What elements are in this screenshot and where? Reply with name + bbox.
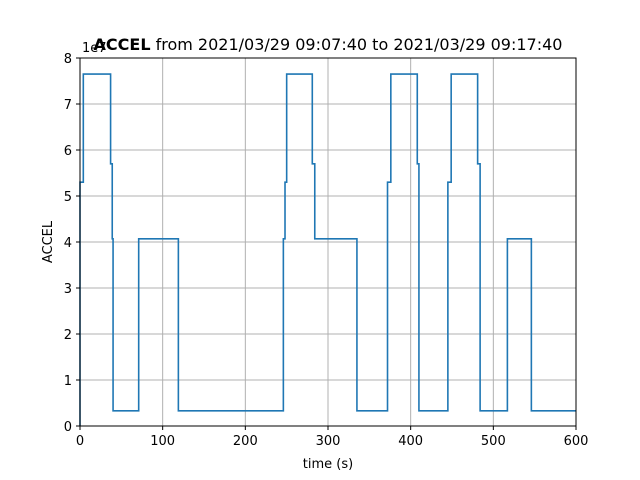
chart-title-bold: ACCEL [94, 35, 151, 54]
x-tick-label: 500 [481, 434, 506, 449]
x-tick-label: 400 [398, 434, 423, 449]
accel-series-line [79, 73, 576, 426]
x-tick-label: 600 [564, 434, 589, 449]
grid-lines [79, 57, 577, 427]
x-tick-label: 0 [76, 434, 84, 449]
y-tick-label: 4 [64, 236, 72, 251]
y-axis-label: ACCEL [41, 220, 56, 263]
y-axis-ticks: 0 1 2 3 4 5 6 7 8 [64, 52, 80, 435]
series-layer [79, 73, 576, 426]
x-tick-label: 100 [150, 434, 175, 449]
x-axis-label: time (s) [303, 457, 353, 472]
y-offset-label: 1e7 [82, 41, 107, 56]
x-axis-ticks: 0 100 200 300 400 500 600 [76, 426, 589, 449]
y-tick-label: 0 [64, 420, 72, 435]
y-tick-label: 3 [64, 282, 72, 297]
x-tick-label: 300 [316, 434, 341, 449]
chart-title-rest: from 2021/03/29 09:07:40 to 2021/03/29 0… [151, 35, 563, 54]
chart-title: ACCEL from 2021/03/29 09:07:40 to 2021/0… [94, 35, 563, 54]
y-tick-label: 8 [64, 52, 72, 67]
y-tick-label: 6 [64, 144, 72, 159]
x-tick-label: 200 [233, 434, 258, 449]
y-tick-label: 2 [64, 328, 72, 343]
y-tick-label: 5 [64, 190, 72, 205]
y-tick-label: 7 [64, 98, 72, 113]
y-tick-label: 1 [64, 374, 72, 389]
